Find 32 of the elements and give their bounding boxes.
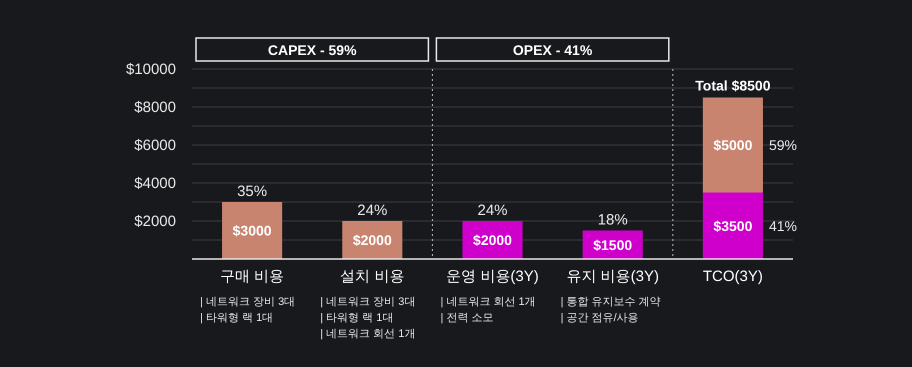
total-label: Total $8500 [695, 78, 771, 94]
y-tick-label: $2000 [134, 213, 176, 230]
annotation: 18% [598, 212, 628, 228]
x-tick-label: TCO(3Y) [702, 268, 763, 285]
text: | 네트워크 회선 1개 | 전력 소모 [440, 296, 536, 324]
x-tick-label: 유지 비용(3Y) [566, 268, 659, 285]
annotation: 35% [237, 183, 268, 200]
annotation: 24% [477, 202, 508, 219]
bar [702, 192, 763, 259]
bar [222, 202, 282, 259]
y-tick-label: $6000 [134, 137, 176, 154]
data-label: $3000 [232, 222, 272, 238]
text: OPEX - 41% [512, 42, 593, 58]
y-tick-label: $4000 [134, 175, 176, 192]
data-label: $1500 [593, 236, 632, 253]
annotation: 24% [357, 202, 388, 219]
x-tick-label: 구매 비용 [220, 268, 284, 285]
bar [702, 98, 763, 192]
text: | 네트워크 장비 3대 | 타워형 랙 1대 | 네트워크 회선 1개 [320, 296, 416, 340]
data-label: $2000 [352, 232, 392, 248]
data-label: $2000 [473, 232, 512, 248]
data-label: $3500 [713, 218, 753, 234]
text: CAPEX - 59% [268, 42, 358, 58]
data-label: $5000 [713, 137, 753, 153]
text: | 통합 유지보수 계약 | 공간 점유/사용 [560, 296, 661, 324]
x-tick-label: 설치 비용 [340, 268, 404, 285]
annotation: 59% [768, 137, 797, 153]
annotation: 41% [768, 218, 797, 234]
y-tick-label: $8000 [134, 99, 176, 116]
y-tick-label: $10000 [126, 61, 176, 78]
text: | 네트워크 장비 3대 | 타워형 랙 1대 [200, 296, 296, 324]
x-tick-label: 운영 비용(3Y) [446, 268, 539, 285]
